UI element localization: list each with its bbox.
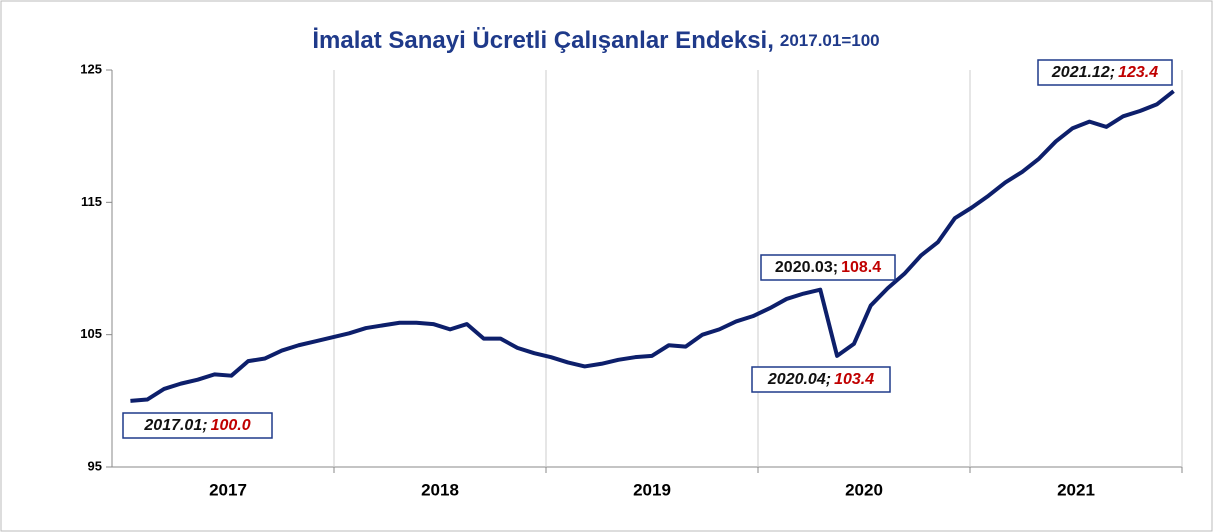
- annotation-label: 2021.12;: [1051, 64, 1115, 81]
- annotation-box: [760, 254, 896, 281]
- x-tick-label: 2020: [845, 480, 883, 499]
- annotation-label: 2017.01;: [143, 417, 207, 434]
- x-tick-label: 2017: [209, 480, 247, 499]
- annotation: 2020.03; 108.4: [775, 259, 881, 276]
- x-tick-label: 2018: [421, 480, 459, 499]
- annotation: 2020.04; 103.4: [767, 371, 874, 388]
- y-tick-label: 105: [80, 326, 102, 341]
- annotation-box: [751, 366, 891, 393]
- y-tick-label: 95: [88, 458, 102, 473]
- annotation-value: 103.4: [834, 371, 874, 388]
- annotation-value: 108.4: [841, 259, 881, 276]
- annotation: 2021.12; 123.4: [1051, 64, 1158, 81]
- annotation: 2017.01; 100.0: [143, 417, 250, 434]
- y-tick-label: 125: [80, 61, 102, 76]
- annotation-value: 123.4: [1118, 64, 1158, 81]
- x-tick-label: 2019: [633, 480, 671, 499]
- annotation-label: 2020.03;: [775, 259, 838, 276]
- line: [130, 89, 1175, 403]
- annotation-label: 2020.04;: [767, 371, 831, 388]
- x-tick-label: 2021: [1057, 480, 1095, 499]
- chart-title: İmalat Sanayi Ücretli Çalışanlar Endeksi…: [312, 27, 879, 54]
- y-tick-label: 115: [81, 194, 102, 209]
- annotation-value: 100.0: [211, 417, 251, 434]
- annotation-box: [122, 412, 273, 439]
- annotation-box: [1037, 59, 1173, 86]
